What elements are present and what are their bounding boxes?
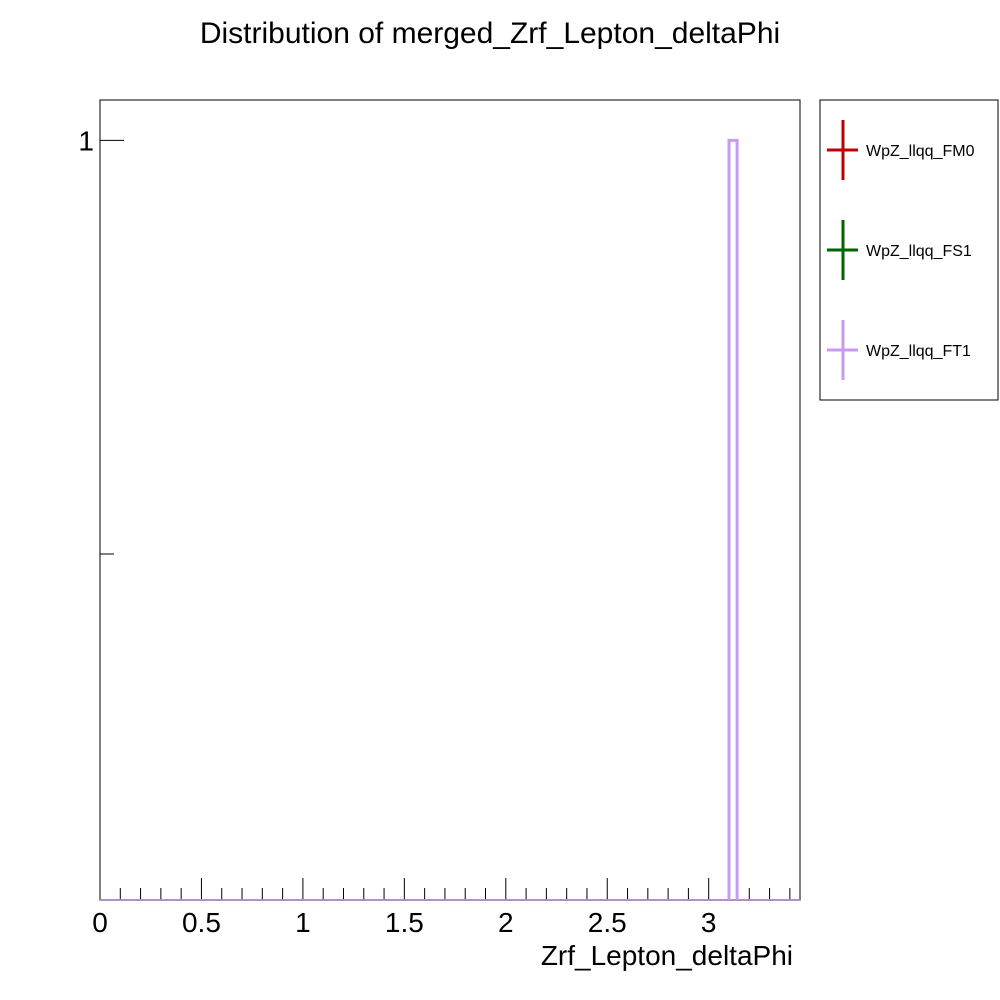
x-tick-label: 1	[295, 907, 311, 938]
legend: WpZ_llqq_FM0 WpZ_llqq_FS1 WpZ_llqq_FT1	[819, 99, 999, 401]
x-axis-ticks	[99, 878, 791, 900]
y-tick-label: 1	[78, 125, 94, 156]
legend-entry: WpZ_llqq_FM0	[827, 120, 975, 180]
legend-entry: WpZ_llqq_FT1	[827, 320, 971, 380]
x-tick-label: 2.5	[588, 907, 627, 938]
legend-label: WpZ_llqq_FM0	[866, 143, 975, 160]
x-tick-label: 3	[701, 907, 717, 938]
x-axis-label: Zrf_Lepton_deltaPhi	[541, 940, 793, 971]
legend-label: WpZ_llqq_FS1	[866, 243, 972, 260]
plot-frame	[99, 99, 801, 901]
x-tick-label: 1.5	[385, 907, 424, 938]
x-tick-label: 0.5	[182, 907, 221, 938]
y-axis-ticks	[100, 139, 124, 555]
x-tick-label: 0	[92, 907, 108, 938]
y-axis-tick-labels: 1	[78, 125, 94, 156]
histogram-series	[100, 138, 800, 901]
legend-entry: WpZ_llqq_FS1	[827, 220, 972, 280]
legend-label: WpZ_llqq_FT1	[866, 343, 971, 360]
x-tick-label: 2	[498, 907, 514, 938]
x-axis-tick-labels: 0 0.5 1 1.5 2 2.5 3	[92, 907, 716, 938]
histogram-bin	[727, 138, 739, 900]
chart-title: Distribution of merged_Zrf_Lepton_deltaP…	[200, 17, 780, 50]
